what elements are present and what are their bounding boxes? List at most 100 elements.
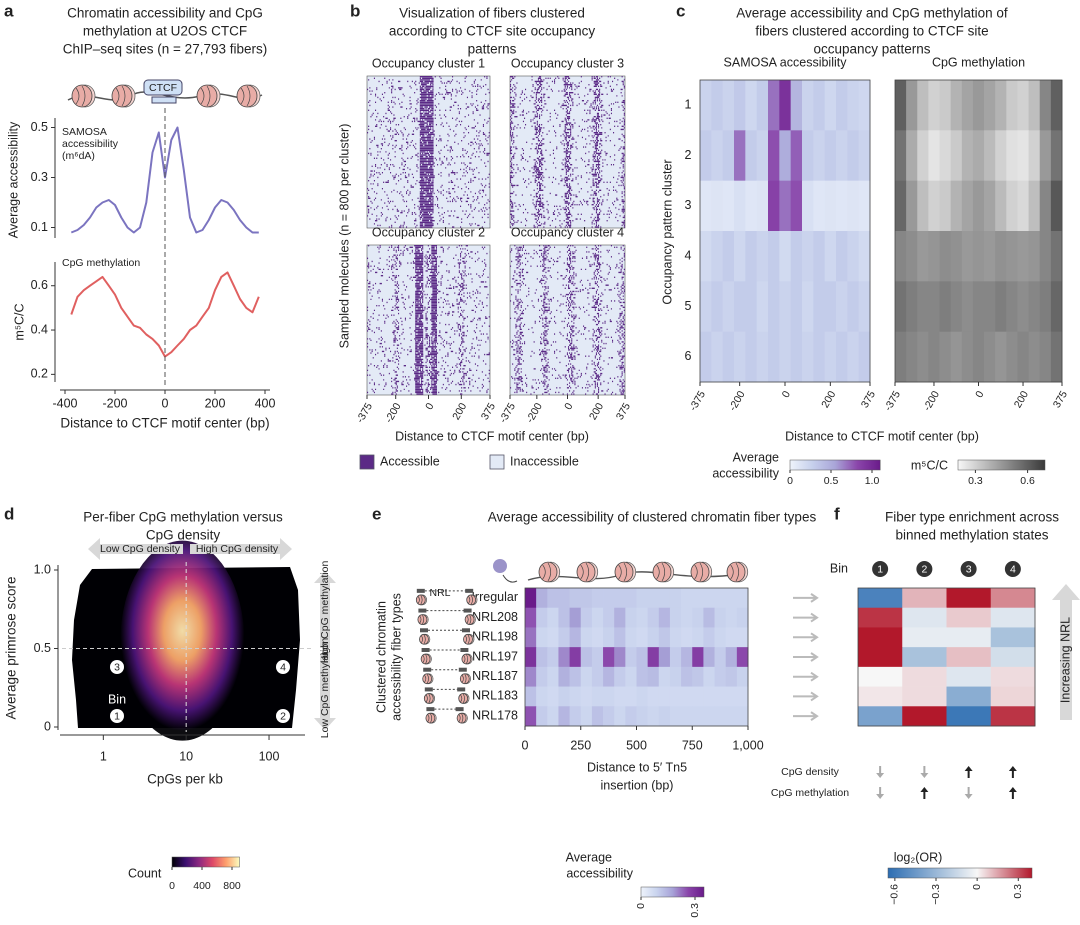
panel-title: Average accessibility of clustered chrom… (488, 510, 817, 525)
heatmap-cell (703, 647, 715, 668)
nucleosome-wrap (425, 693, 431, 704)
linker-end (460, 648, 469, 652)
colorbar-tick-label: −0.6 (889, 884, 901, 905)
heatmap-cell (625, 686, 637, 707)
heatmap-cell (703, 686, 715, 707)
colorbar-tick-label: 0 (635, 903, 647, 909)
x-axis-label: Distance to CTCF motif center (bp) (785, 429, 979, 443)
heatmap-cell (1050, 80, 1063, 131)
side-label: Increasing NRL (1058, 617, 1072, 703)
x-tick-label: -375 (687, 389, 708, 413)
nucleosome (420, 653, 431, 665)
heatmap-cell (972, 331, 985, 383)
heatmap-cell (625, 588, 637, 609)
heatmap-cell (1039, 130, 1052, 182)
heatmap-cell (647, 706, 660, 727)
heatmap-cell (802, 80, 814, 131)
heatmap-cell (858, 80, 871, 131)
nucleosome-wrap (200, 85, 211, 107)
heatmap-cell (547, 647, 559, 668)
heatmap-cell (536, 627, 548, 648)
heatmap-cell (824, 130, 837, 182)
density-cloud (120, 540, 245, 741)
heatmap-cell (580, 607, 593, 628)
heatmap-cell (625, 627, 637, 648)
heatmap-cell (1028, 331, 1041, 383)
x-tick-label: 0 (973, 389, 986, 400)
row-arrow (793, 612, 819, 623)
heatmap-cell (961, 180, 974, 232)
subplot-title: Occupancy cluster 2 (372, 225, 485, 239)
nucleosome (461, 653, 472, 665)
heatmap-cell (906, 281, 918, 333)
heatmap-cell (1050, 130, 1063, 182)
x-tick-label: 375 (614, 401, 633, 422)
heatmap-cell (647, 607, 660, 628)
heatmap-cell (961, 231, 974, 282)
heatmap-cell (813, 130, 826, 182)
heatmap-cell (1017, 80, 1029, 131)
nucleosome (614, 561, 634, 583)
heatmap-cell (858, 180, 871, 232)
heatmap-cell (906, 331, 918, 383)
x-tick-label: 200 (819, 389, 838, 410)
heatmap-cell (603, 647, 615, 668)
heatmap-cell (928, 231, 940, 282)
heatmap-cell (1028, 130, 1041, 182)
linker-end (455, 707, 464, 712)
y-tick-label: 2 (685, 148, 692, 162)
heatmap-cell (525, 627, 537, 648)
heatmap-cell (902, 647, 947, 668)
heatmap-cell (802, 231, 814, 282)
panel-letter: b (350, 1, 360, 20)
indicator-arrow (964, 766, 973, 778)
heatmap-cell (647, 666, 660, 687)
panel-title: CpG density (146, 528, 221, 543)
panel-letter: e (372, 504, 381, 523)
panel-title: Fiber type enrichment across (885, 510, 1059, 525)
heatmap-cell (1039, 231, 1052, 282)
heatmap-cell (950, 80, 963, 131)
nucleosome (652, 561, 672, 583)
x-tick-label: -200 (383, 401, 404, 425)
ctcf-label: CTCF (149, 82, 177, 94)
heatmap-cell (647, 686, 660, 707)
heatmap-cell (669, 706, 682, 727)
bin-badge (916, 561, 933, 577)
heatmap-cell (536, 588, 548, 609)
heatmap-cell (995, 281, 1007, 333)
heatmap-cell (990, 686, 1036, 707)
heatmap-cell (591, 686, 604, 707)
linker-end (424, 687, 433, 692)
panel-letter: f (834, 504, 840, 523)
x-tick-label: 0 (162, 396, 169, 410)
heatmap-cell (580, 647, 593, 668)
heatmap-cell (669, 666, 682, 687)
heatmap-cell (858, 686, 903, 707)
nucleosome (425, 712, 436, 724)
y-tick-label: NRL178 (472, 708, 518, 722)
legend-swatch (489, 454, 505, 470)
heatmap-cell (547, 588, 559, 609)
heatmap-cell (790, 130, 803, 182)
ctcf-box (143, 79, 183, 96)
x-axis-label: Distance to CTCF motif center (bp) (395, 429, 589, 443)
heatmap-cell (902, 607, 947, 628)
heatmap-cell (714, 647, 727, 668)
bin-badge (110, 660, 124, 674)
linker-end (420, 628, 428, 633)
heatmap-cell (1050, 331, 1063, 383)
nucleosome (458, 693, 469, 704)
heatmap-cell (625, 647, 637, 668)
x-axis-label: CpGs per kb (147, 772, 223, 787)
heatmap-cell (946, 647, 992, 668)
heatmap-cell (722, 130, 735, 182)
heatmap-cell (1006, 331, 1018, 383)
colorbar-tick-label: 0 (787, 475, 793, 487)
colorbar-tick-label: 1.0 (865, 475, 880, 487)
heatmap-cell (580, 666, 593, 687)
heatmap-cell (734, 331, 746, 383)
heatmap-cell (858, 281, 871, 333)
nucleosome (726, 561, 746, 583)
heatmap-cell (714, 588, 727, 609)
